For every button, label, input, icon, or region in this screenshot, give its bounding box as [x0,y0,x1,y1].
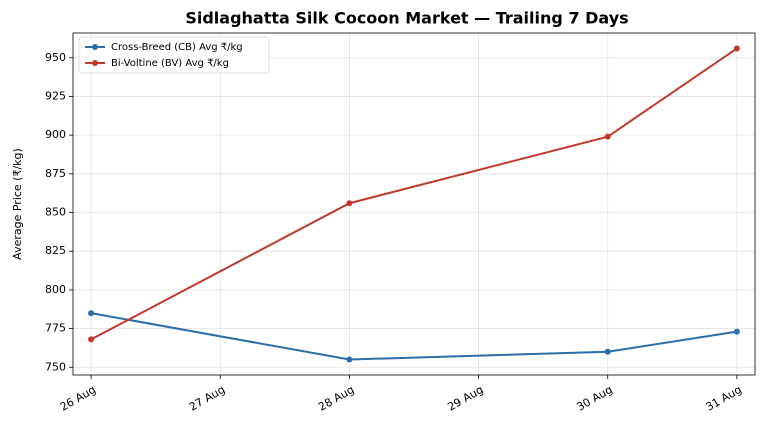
point [88,336,95,343]
series-line [90,47,738,341]
point [604,348,611,355]
legend-label: Bi-Voltine (BV) Avg ₹/kg [111,58,229,69]
chart-title: Sidlaghatta Silk Cocoon Market — Trailin… [185,9,628,28]
legend-box [78,36,270,74]
x-tick-label: 27 Aug [187,383,227,414]
point [346,356,353,363]
y-tick-label: 925 [45,89,66,102]
point [604,133,611,140]
x-tick-label: 29 Aug [445,383,485,414]
y-tick-label: 900 [45,128,66,141]
y-tick-label: 800 [45,283,66,296]
x-tick-label: 28 Aug [316,383,356,414]
legend-label: Cross-Breed (CB) Avg ₹/kg [111,42,243,53]
y-tick-label: 875 [45,167,66,180]
y-axis-label: Average Price (₹/kg) [11,148,24,260]
plot-frame [72,32,756,376]
y-tick-label: 775 [45,322,66,335]
y-tick-label: 750 [45,360,66,373]
x-tick-label: 26 Aug [58,383,98,414]
x-tick-label: 30 Aug [574,383,614,414]
x-tick-label: 31 Aug [704,383,744,414]
series-line [90,312,738,361]
y-tick-label: 825 [45,244,66,257]
legend-marker [92,60,98,66]
legend-marker [92,44,98,50]
point [733,328,740,335]
point [733,45,740,52]
y-tick-label: 850 [45,206,66,219]
point [346,200,353,207]
y-tick-label: 950 [45,51,66,64]
point [88,310,95,317]
